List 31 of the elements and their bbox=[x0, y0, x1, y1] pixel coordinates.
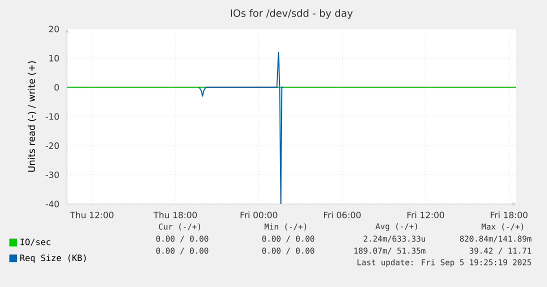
legend-label: Req Size (KB) bbox=[20, 254, 86, 263]
x-tick-label: Fri 00:00 bbox=[240, 212, 278, 218]
text: Last update: Fri Sep 5 19:25:19 2025 bbox=[358, 259, 532, 267]
y-tick-label: 10 bbox=[49, 54, 59, 62]
x-tick-label: Fri 12:00 bbox=[407, 212, 444, 218]
text: Cur (-/+) bbox=[158, 223, 200, 231]
text: 0.00 / 0.00 bbox=[262, 236, 314, 242]
y-tick-label: -10 bbox=[46, 113, 59, 120]
chart-title: IOs for /dev/sdd - by day bbox=[230, 9, 353, 19]
text: Avg (-/+) bbox=[376, 223, 418, 231]
x-tick-label: Thu 12:00 bbox=[70, 212, 114, 218]
y-tick-label: 0 bbox=[54, 84, 59, 91]
line-series bbox=[198, 52, 284, 204]
text: Min (-/+) bbox=[264, 223, 306, 231]
text: 189.07m/ 51.35m bbox=[354, 248, 426, 254]
x-tick-label: Fri 18:00 bbox=[490, 212, 528, 218]
y-tick-label: -40 bbox=[46, 200, 59, 208]
text: 0.00 / 0.00 bbox=[156, 236, 208, 242]
legend-label: IO/sec bbox=[20, 238, 50, 246]
text: 0.00 / 0.00 bbox=[156, 248, 208, 254]
text: 820.84m/141.89m bbox=[460, 236, 532, 242]
y-axis-title: Units read (-) / write (+) bbox=[28, 61, 36, 172]
y-tick-label: -30 bbox=[46, 172, 59, 178]
text: 39.42 / 11.71 bbox=[470, 248, 532, 254]
text: Max (-/+) bbox=[482, 223, 524, 231]
text: 0.00 / 0.00 bbox=[262, 248, 314, 254]
x-tick-label: Fri 06:00 bbox=[324, 212, 361, 218]
x-tick-label: Thu 18:00 bbox=[153, 212, 197, 218]
y-tick-label: -20 bbox=[46, 142, 59, 149]
y-tick-label: 20 bbox=[49, 26, 59, 32]
text: 2.24m/633.33u bbox=[364, 236, 426, 242]
